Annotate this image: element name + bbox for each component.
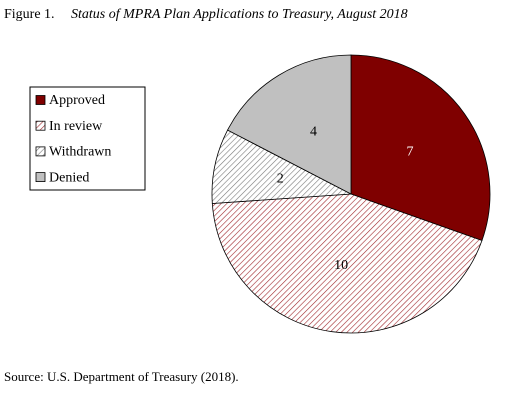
pie-slice — [211, 193, 483, 334]
legend-label: In review — [49, 119, 103, 134]
pie-slice — [350, 54, 491, 242]
value-label: 7 — [407, 145, 414, 160]
legend-label: Denied — [49, 170, 89, 185]
legend-swatch — [35, 172, 46, 183]
legend-label: Withdrawn — [49, 145, 111, 160]
value-label: 10 — [334, 258, 348, 273]
legend-swatch — [35, 95, 46, 105]
legend: Approved In review Withdrawn Denied — [35, 93, 111, 185]
value-label: 4 — [310, 124, 317, 139]
chart-title: Status of MPRA Plan Applications to Trea… — [71, 7, 408, 22]
value-label: 2 — [277, 172, 284, 187]
legend-box — [29, 86, 146, 191]
pie: 7 10 2 4 — [211, 54, 491, 334]
legend-label: Approved — [49, 93, 105, 108]
pie-slice — [227, 54, 352, 195]
legend-swatch — [35, 120, 46, 131]
figure-label: Figure 1. — [4, 7, 55, 22]
source-note: Source: U.S. Department of Treasury (201… — [4, 369, 239, 384]
legend-swatch — [35, 146, 46, 157]
